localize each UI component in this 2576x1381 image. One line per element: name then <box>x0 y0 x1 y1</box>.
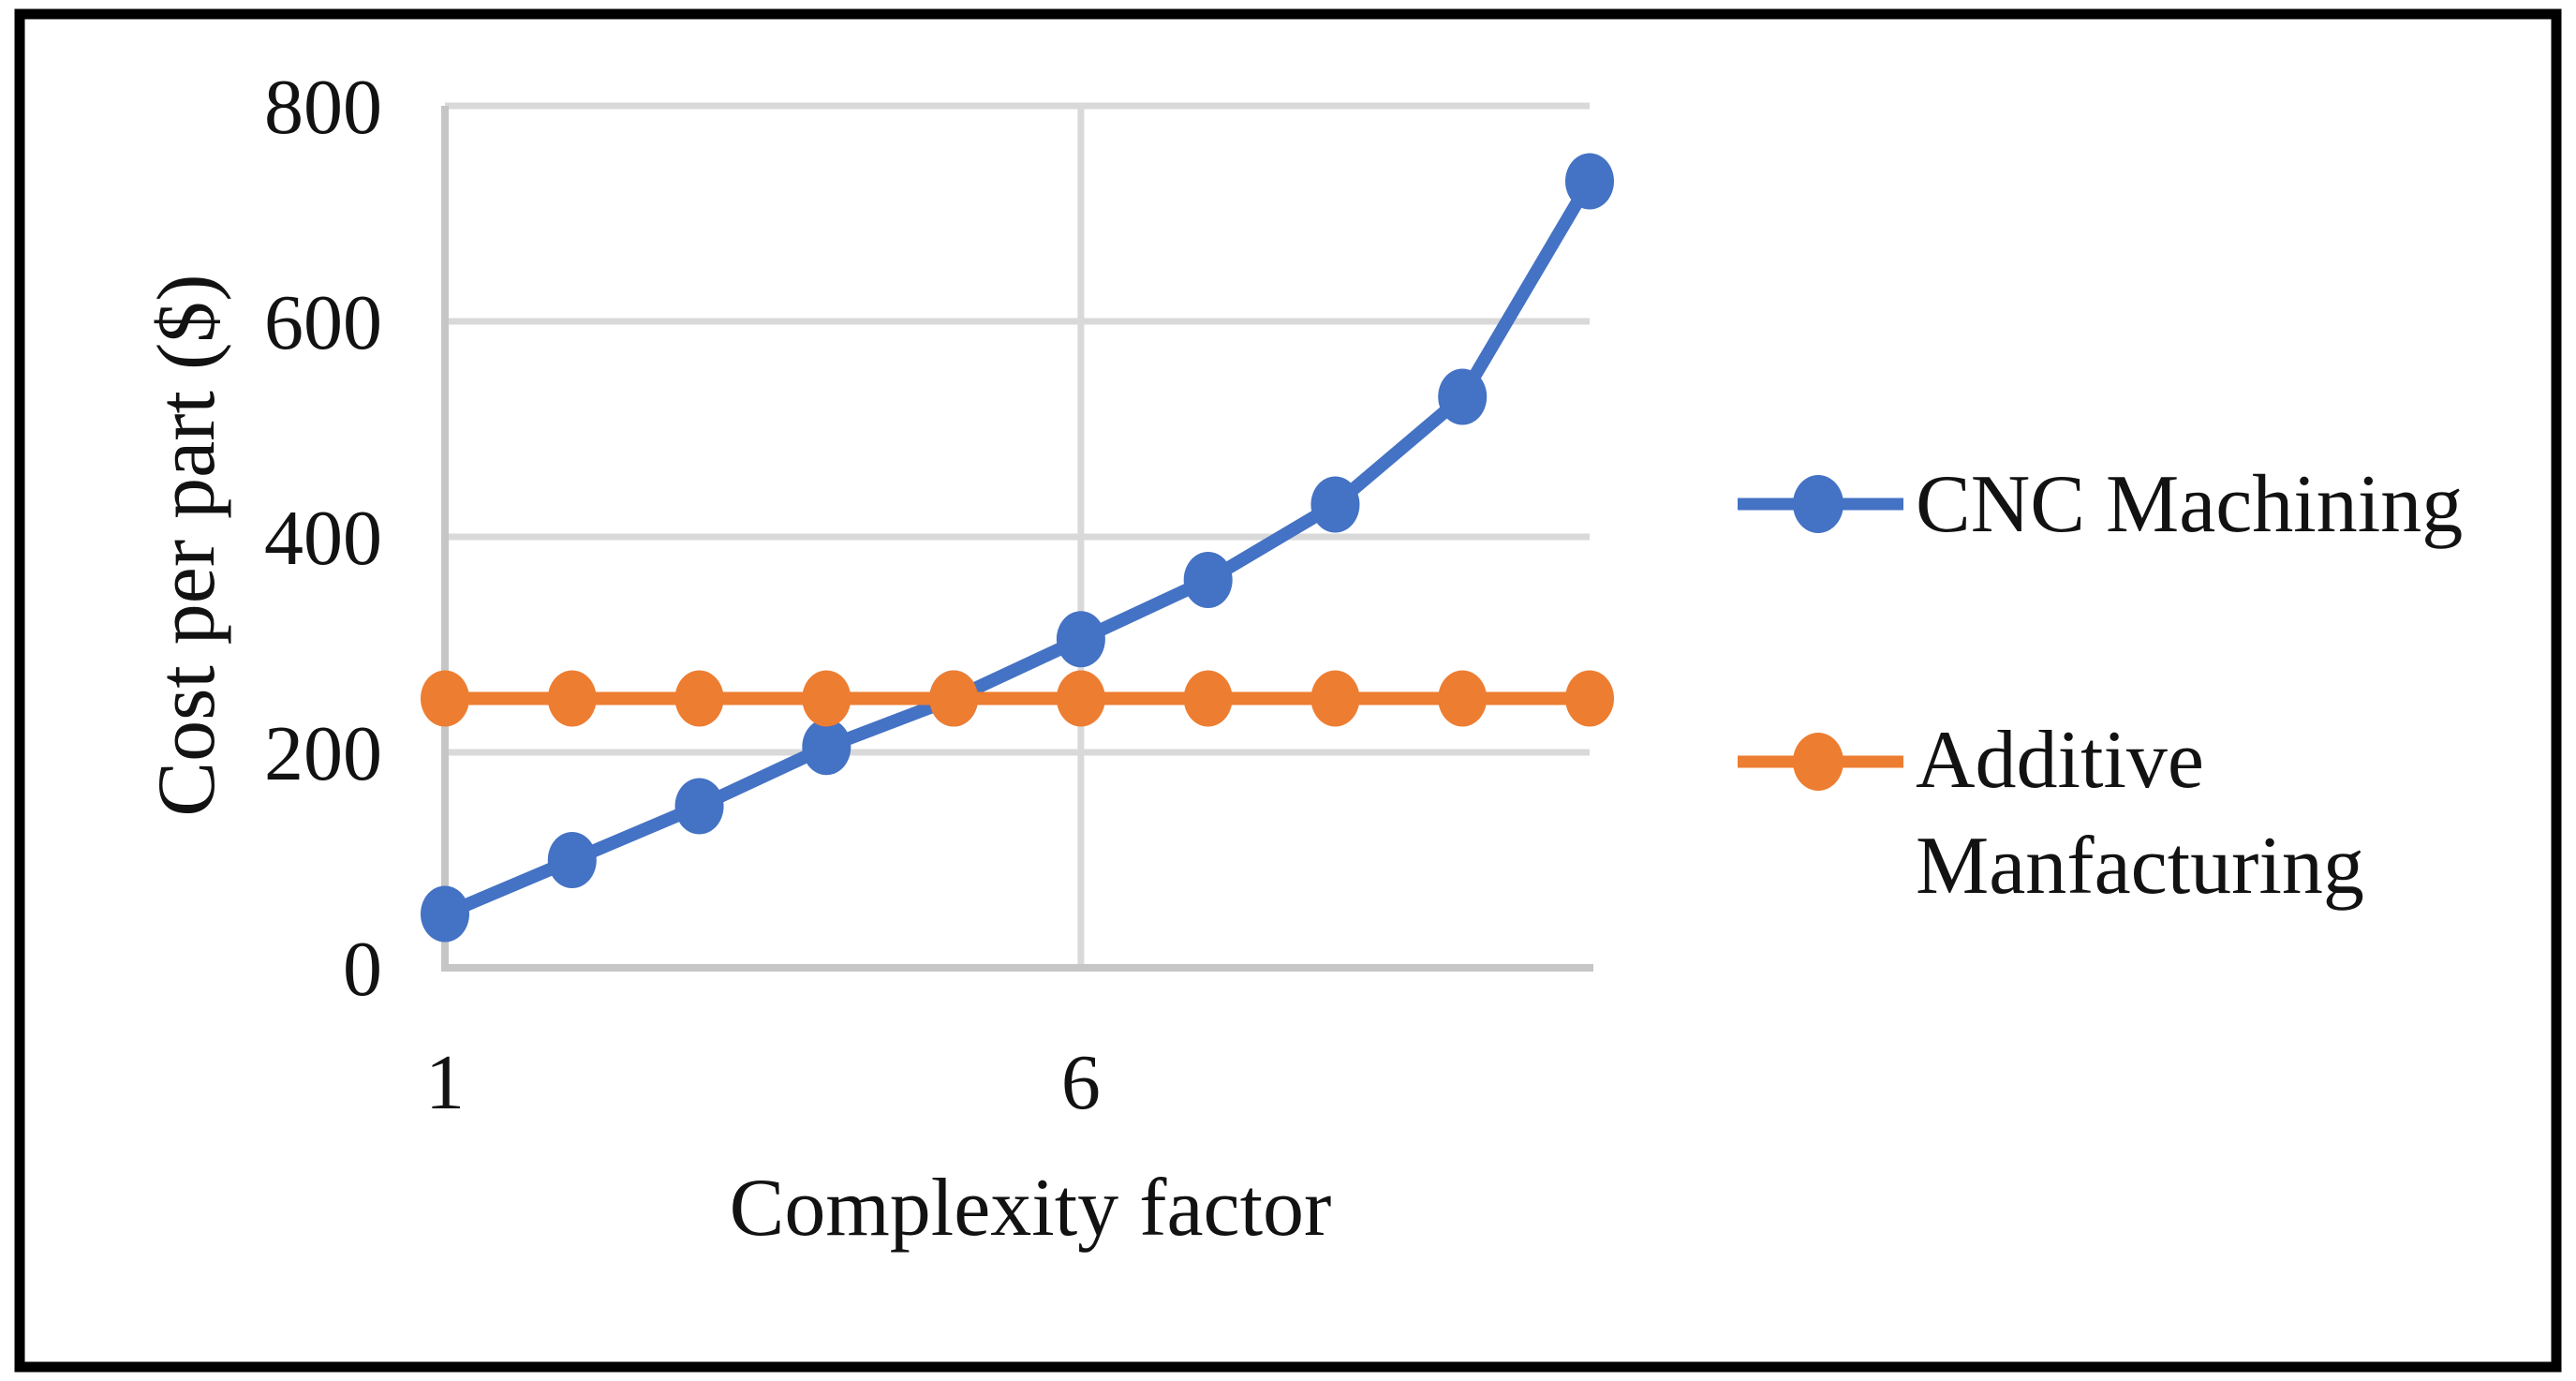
figure-border <box>14 8 2562 1373</box>
data-point-marker <box>1183 552 1233 608</box>
data-point-marker <box>1183 670 1233 727</box>
legend-marker-dot <box>1793 475 1843 533</box>
data-point-marker <box>929 670 979 727</box>
data-point-marker <box>1565 153 1614 210</box>
legend-entry-cnc-machining: CNC Machining <box>1738 459 2463 550</box>
series-line-cnc-machining <box>438 174 1596 921</box>
data-point-marker <box>421 885 469 943</box>
y-tick-label-0: 0 <box>343 926 382 1013</box>
legend-entry-additive-manfacturing: Additive Manfacturing <box>1738 715 2364 912</box>
data-point-marker <box>674 778 724 835</box>
data-series <box>421 153 1614 943</box>
legend-label: Manfacturing <box>1916 821 2364 912</box>
legend: CNC Machining Additive Manfacturing <box>1738 459 2463 912</box>
data-point-marker <box>802 719 851 776</box>
data-point-marker <box>1056 670 1105 727</box>
data-point-marker <box>802 670 851 727</box>
x-tick-label-6: 6 <box>1061 1039 1101 1126</box>
gridlines <box>445 102 1590 968</box>
data-point-marker <box>547 832 597 888</box>
y-axis-title: Cost per part ($) <box>141 274 232 816</box>
series-additive-manfacturing <box>421 670 1614 727</box>
y-axis-tick-labels: 0 200 400 600 800 <box>264 64 382 1013</box>
data-point-marker <box>674 670 724 727</box>
data-point-marker <box>1565 670 1614 727</box>
series-cnc-machining <box>421 153 1614 943</box>
data-point-marker <box>1438 670 1488 727</box>
legend-label: CNC Machining <box>1916 459 2463 550</box>
data-point-marker <box>1056 611 1105 668</box>
legend-marker-dot <box>1793 733 1843 791</box>
y-tick-label-600: 600 <box>264 279 382 366</box>
y-tick-label-800: 800 <box>264 64 382 151</box>
y-tick-label-400: 400 <box>264 495 382 582</box>
legend-label: Additive <box>1916 715 2204 806</box>
x-tick-label-1: 1 <box>425 1039 465 1126</box>
data-point-marker <box>547 670 597 727</box>
data-point-marker <box>1310 476 1360 533</box>
data-point-marker <box>421 670 469 727</box>
data-point-marker <box>1310 670 1360 727</box>
x-axis-title: Complexity factor <box>730 1163 1332 1254</box>
data-point-marker <box>1438 368 1488 425</box>
y-tick-label-200: 200 <box>264 710 382 797</box>
axis-lines <box>441 106 1593 972</box>
